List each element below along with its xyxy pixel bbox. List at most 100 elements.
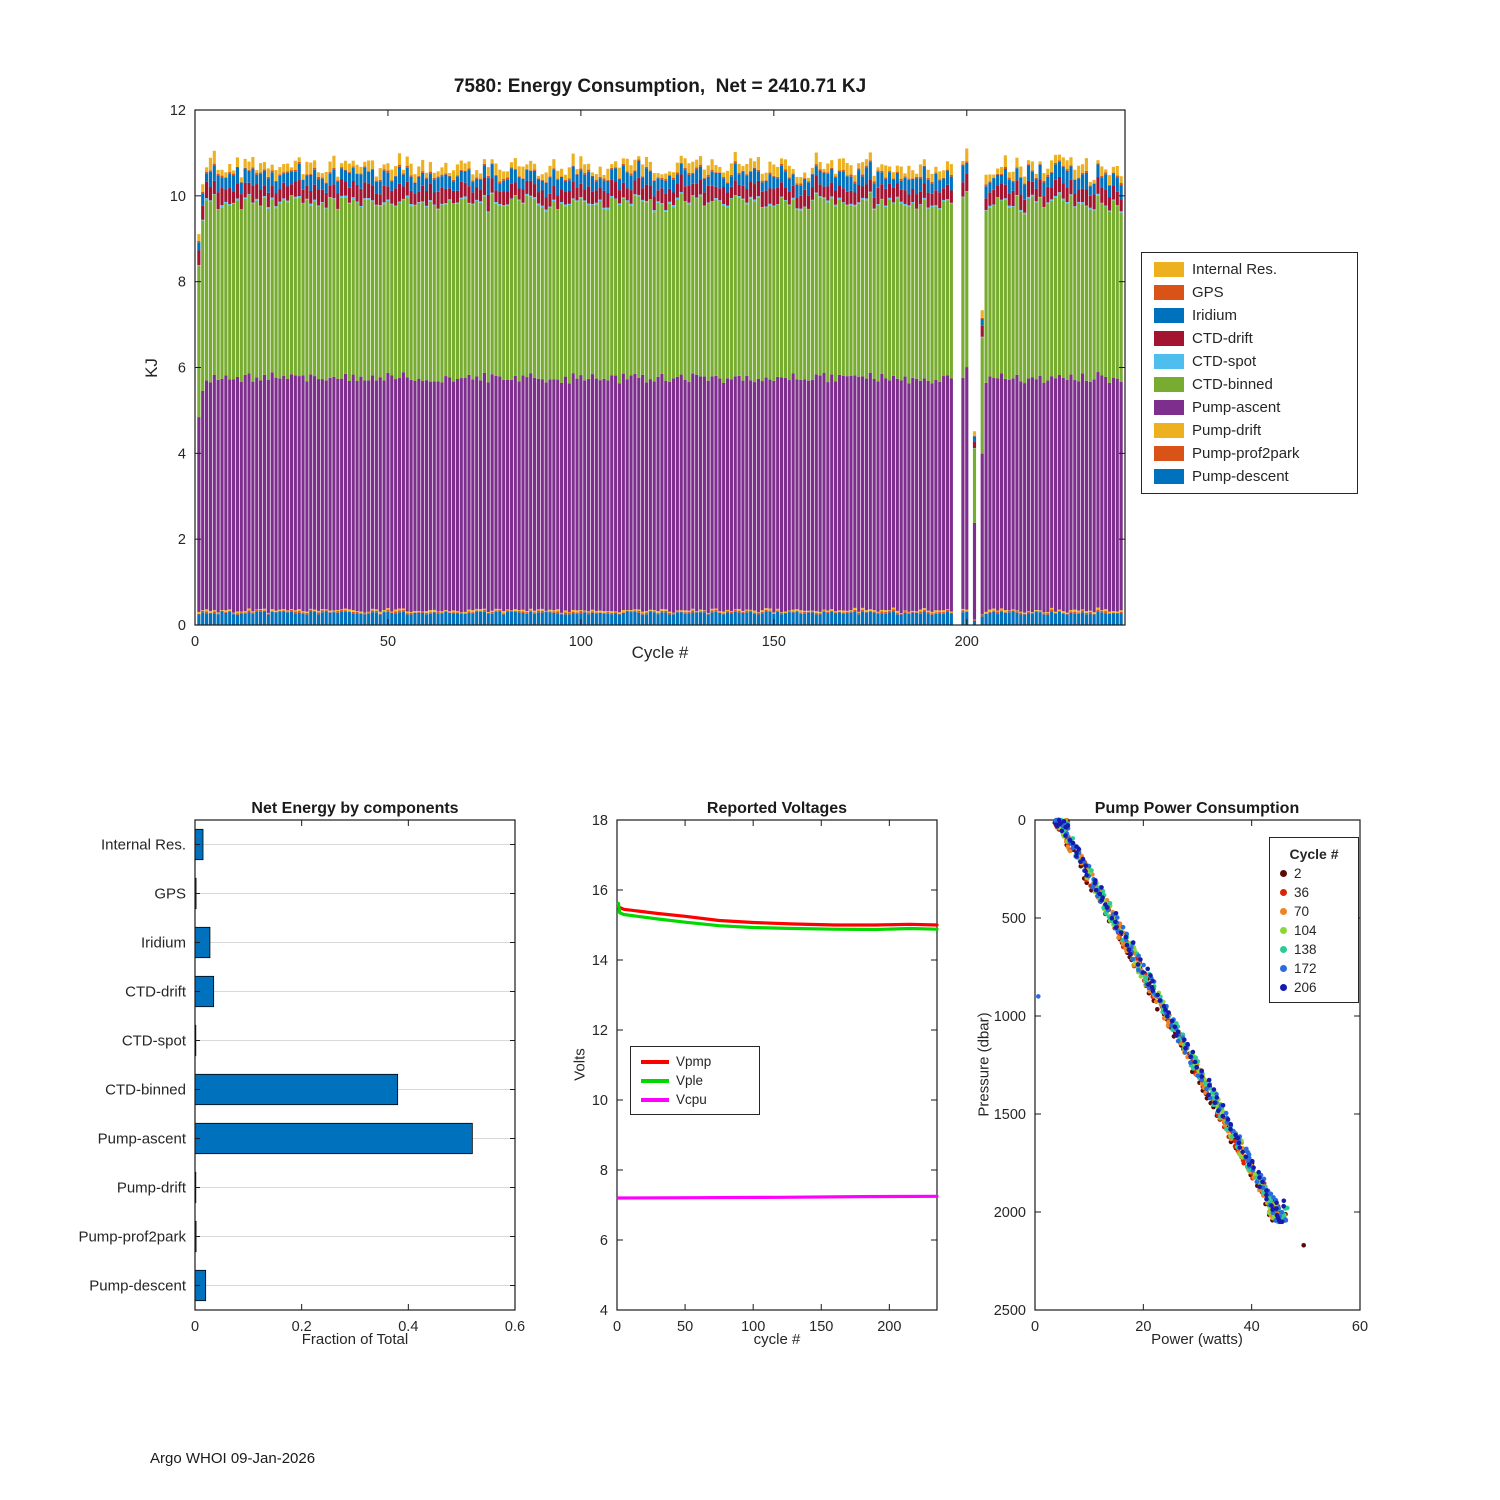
svg-text:0.6: 0.6 bbox=[505, 1319, 525, 1335]
energy-legend-item-pump-prof2park: Pump-prof2park bbox=[1144, 442, 1355, 465]
voltage-legend-item-vple: Vple bbox=[633, 1071, 757, 1090]
pump-power-ylabel: Pressure (dbar) bbox=[975, 1012, 993, 1117]
svg-text:20: 20 bbox=[1135, 1319, 1151, 1335]
legend-label: 172 bbox=[1294, 961, 1317, 976]
legend-label: 70 bbox=[1294, 904, 1310, 919]
legend-dot-swatch bbox=[1280, 946, 1287, 953]
voltage-legend-item-vcpu: Vcpu bbox=[633, 1090, 757, 1109]
voltages-plot: 0 50 100 150 200 4 6 8 10 12 14 16 18 bbox=[592, 813, 939, 1335]
cycle-legend-item-172: 172 bbox=[1272, 959, 1356, 978]
cycle-legend-item-206: 206 bbox=[1272, 978, 1356, 997]
svg-text:200: 200 bbox=[955, 634, 979, 650]
legend-dot-swatch bbox=[1280, 889, 1287, 896]
energy-legend-item-internal-res-: Internal Res. bbox=[1144, 258, 1355, 281]
svg-text:CTD-spot: CTD-spot bbox=[122, 1033, 187, 1050]
svg-text:2500: 2500 bbox=[994, 1303, 1026, 1319]
legend-label: GPS bbox=[1192, 284, 1224, 301]
svg-text:Pump-prof2park: Pump-prof2park bbox=[78, 1229, 186, 1246]
svg-text:CTD-drift: CTD-drift bbox=[125, 984, 187, 1001]
svg-text:14: 14 bbox=[592, 953, 608, 969]
svg-text:200: 200 bbox=[877, 1319, 901, 1335]
cycle-legend-item-104: 104 bbox=[1272, 921, 1356, 940]
svg-text:0.2: 0.2 bbox=[292, 1319, 312, 1335]
legend-label: Internal Res. bbox=[1192, 261, 1278, 278]
legend-label: Pump-prof2park bbox=[1192, 445, 1300, 462]
voltage-legend-item-vpmp: Vpmp bbox=[633, 1052, 757, 1071]
energy-consumption-plot: 0 50 100 150 200 0 2 4 6 8 10 12 bbox=[170, 103, 1126, 650]
voltages-legend: Vpmp Vple Vcpu bbox=[630, 1046, 760, 1115]
svg-text:60: 60 bbox=[1352, 1319, 1368, 1335]
voltages-xlabel: cycle # bbox=[753, 1331, 801, 1348]
svg-text:0: 0 bbox=[191, 634, 199, 650]
energy-legend-item-pump-ascent: Pump-ascent bbox=[1144, 396, 1355, 419]
legend-label: Vple bbox=[676, 1073, 704, 1088]
legend-swatch bbox=[1154, 262, 1184, 277]
svg-text:150: 150 bbox=[762, 634, 786, 650]
svg-text:8: 8 bbox=[600, 1163, 608, 1179]
energy-xlabel: Cycle # bbox=[631, 643, 689, 662]
svg-text:500: 500 bbox=[1002, 911, 1026, 927]
svg-text:6: 6 bbox=[178, 361, 186, 377]
svg-text:0.4: 0.4 bbox=[398, 1319, 418, 1335]
energy-legend-item-ctd-drift: CTD-drift bbox=[1144, 327, 1355, 350]
legend-label: Vpmp bbox=[676, 1054, 712, 1069]
energy-legend-item-pump-drift: Pump-drift bbox=[1144, 419, 1355, 442]
svg-text:150: 150 bbox=[809, 1319, 833, 1335]
svg-text:50: 50 bbox=[380, 634, 396, 650]
svg-text:18: 18 bbox=[592, 813, 608, 829]
energy-legend-item-ctd-spot: CTD-spot bbox=[1144, 350, 1355, 373]
legend-swatch bbox=[1154, 423, 1184, 438]
svg-text:8: 8 bbox=[178, 275, 186, 291]
legend-swatch bbox=[1154, 469, 1184, 484]
legend-swatch bbox=[1154, 354, 1184, 369]
legend-swatch bbox=[1154, 308, 1184, 323]
footer-credit: Argo WHOI 09-Jan-2026 bbox=[150, 1450, 316, 1467]
legend-line-swatch bbox=[641, 1097, 669, 1102]
legend-swatch bbox=[1154, 400, 1184, 415]
svg-text:2: 2 bbox=[178, 532, 186, 548]
legend-label: Pump-ascent bbox=[1192, 399, 1281, 416]
svg-text:Pump-ascent: Pump-ascent bbox=[98, 1131, 187, 1148]
legend-label: 2 bbox=[1294, 866, 1302, 881]
pump-power-plot: 0 20 40 60 0 500 1000 1500 2000 2500 bbox=[994, 813, 1368, 1335]
legend-label: 104 bbox=[1294, 923, 1317, 938]
energy-ylabel: KJ bbox=[142, 358, 161, 378]
svg-text:0: 0 bbox=[613, 1319, 621, 1335]
voltages-title: Reported Voltages bbox=[706, 800, 848, 817]
legend-label: 138 bbox=[1294, 942, 1317, 957]
pump-cycle-legend: Cycle # 2 36 70 104 138 172 206 bbox=[1269, 837, 1359, 1003]
svg-text:GPS: GPS bbox=[154, 886, 186, 903]
legend-label: 36 bbox=[1294, 885, 1310, 900]
svg-text:6: 6 bbox=[600, 1233, 608, 1249]
pump-power-title: Pump Power Consumption bbox=[1094, 800, 1300, 817]
svg-text:CTD-binned: CTD-binned bbox=[105, 1082, 186, 1099]
svg-text:0: 0 bbox=[178, 618, 186, 634]
svg-text:0: 0 bbox=[1018, 813, 1026, 829]
pump-power-xlabel: Power (watts) bbox=[1151, 1331, 1243, 1348]
cycle-legend-item-70: 70 bbox=[1272, 902, 1356, 921]
svg-text:12: 12 bbox=[592, 1023, 608, 1039]
legend-dot-swatch bbox=[1280, 908, 1287, 915]
legend-label: 206 bbox=[1294, 980, 1317, 995]
legend-label: Pump-drift bbox=[1192, 422, 1262, 439]
legend-swatch bbox=[1154, 377, 1184, 392]
legend-dot-swatch bbox=[1280, 927, 1287, 934]
legend-label: Vcpu bbox=[676, 1092, 707, 1107]
energy-legend-item-pump-descent: Pump-descent bbox=[1144, 465, 1355, 488]
cycle-legend-item-138: 138 bbox=[1272, 940, 1356, 959]
legend-line-swatch bbox=[641, 1078, 669, 1083]
svg-text:100: 100 bbox=[741, 1319, 765, 1335]
svg-text:Iridium: Iridium bbox=[141, 935, 186, 952]
svg-text:1500: 1500 bbox=[994, 1107, 1026, 1123]
legend-swatch bbox=[1154, 446, 1184, 461]
svg-text:Pump-drift: Pump-drift bbox=[117, 1180, 187, 1197]
svg-text:0: 0 bbox=[191, 1319, 199, 1335]
svg-text:Pump-descent: Pump-descent bbox=[89, 1278, 187, 1295]
voltages-ylabel: Volts bbox=[571, 1048, 589, 1081]
cycle-legend-item-36: 36 bbox=[1272, 883, 1356, 902]
svg-text:0: 0 bbox=[1031, 1319, 1039, 1335]
net-energy-plot: Internal Res. GPS Iridium CTD-drift CTD-spot… bbox=[78, 819, 525, 1335]
svg-text:10: 10 bbox=[592, 1093, 608, 1109]
